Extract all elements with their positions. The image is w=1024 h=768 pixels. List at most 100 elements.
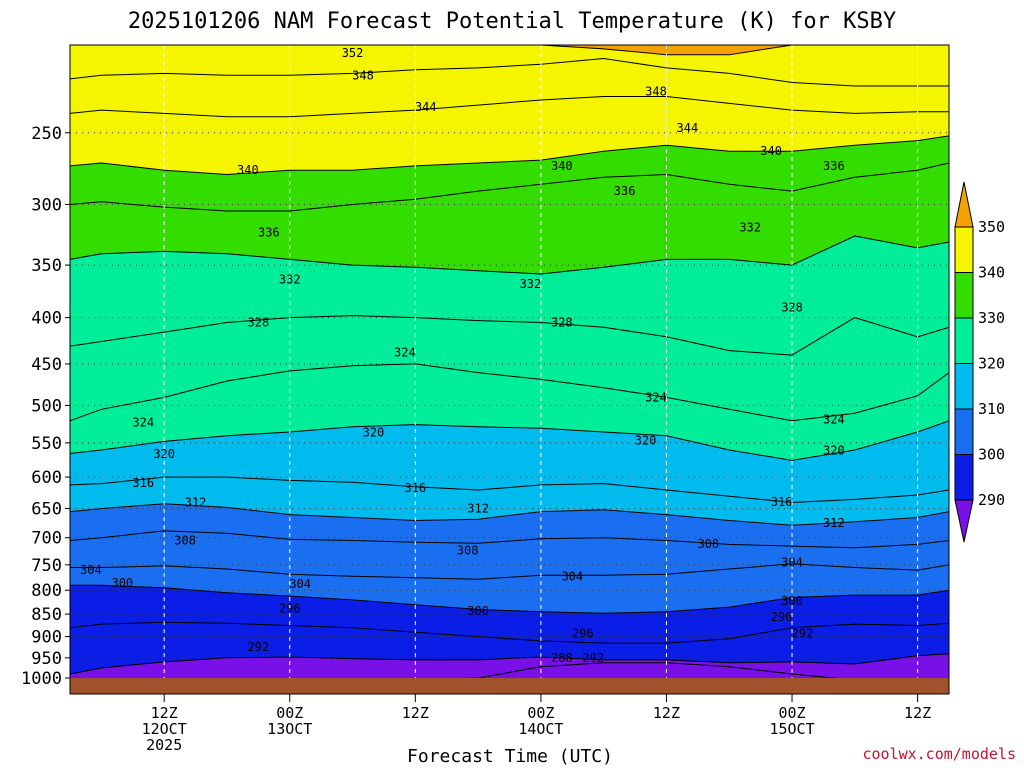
colorbar-label: 300 bbox=[978, 446, 1005, 464]
y-tick-label: 550 bbox=[31, 434, 62, 454]
isentrope-348 bbox=[70, 57, 949, 87]
contour-label-332: 332 bbox=[520, 277, 542, 291]
colorbar-segment-310 bbox=[954, 363, 974, 410]
colorbar-bottom-arrow bbox=[954, 499, 974, 543]
colorbar-label: 340 bbox=[978, 264, 1005, 282]
contour-label-332: 332 bbox=[279, 272, 301, 286]
colorbar-label: 310 bbox=[978, 400, 1005, 418]
x-tick-label: 12Z bbox=[402, 704, 429, 722]
contour-label-336: 336 bbox=[823, 159, 845, 173]
isentrope-344 bbox=[70, 96, 949, 118]
fill-band-340 bbox=[70, 96, 949, 175]
temperature-fill-layer bbox=[70, 45, 949, 678]
contour-label-312: 312 bbox=[823, 516, 845, 530]
contour-label-304: 304 bbox=[781, 556, 803, 570]
x-tick-label: 2025 bbox=[146, 736, 182, 754]
contour-label-308: 308 bbox=[174, 534, 196, 548]
isentrope-332 bbox=[70, 235, 949, 275]
y-tick-label: 700 bbox=[31, 529, 62, 549]
contour-label-324: 324 bbox=[645, 390, 667, 404]
y-tick-label: 800 bbox=[31, 581, 62, 601]
contour-label-292: 292 bbox=[582, 651, 604, 665]
contour-label-340: 340 bbox=[551, 159, 573, 173]
contour-label-300: 300 bbox=[467, 604, 489, 618]
contour-label-324: 324 bbox=[823, 412, 845, 426]
x-tick-label: 00Z bbox=[276, 704, 303, 722]
y-tick-label: 750 bbox=[31, 556, 62, 576]
colorbar-segment-290 bbox=[954, 454, 974, 501]
fill-band-316 bbox=[70, 420, 949, 503]
isentrope-336 bbox=[70, 162, 949, 212]
contour-label-316: 316 bbox=[404, 481, 426, 495]
contour-label-304: 304 bbox=[80, 563, 102, 577]
plot-frame bbox=[69, 44, 950, 695]
contour-label-320: 320 bbox=[635, 434, 657, 448]
contour-label-296: 296 bbox=[279, 601, 301, 615]
contour-label-300: 300 bbox=[111, 576, 133, 590]
colorbar-segment-320 bbox=[954, 317, 974, 364]
isentrope-292 bbox=[70, 653, 949, 675]
colorbar-segment-330 bbox=[954, 272, 974, 319]
colorbar-label: 350 bbox=[978, 218, 1005, 236]
contour-label-332: 332 bbox=[739, 220, 761, 234]
credit-text: coolwx.com/models bbox=[862, 745, 1016, 763]
contour-label-348: 348 bbox=[645, 84, 667, 98]
fill-band-312 bbox=[70, 477, 949, 526]
contour-label-320: 320 bbox=[823, 444, 845, 458]
y-tick-label: 400 bbox=[31, 309, 62, 329]
contour-label-352: 352 bbox=[342, 46, 364, 60]
x-tick-label: 00Z bbox=[527, 704, 554, 722]
contour-label-316: 316 bbox=[771, 495, 793, 509]
colorbar-label: 330 bbox=[978, 309, 1005, 327]
contour-label-316: 316 bbox=[132, 476, 154, 490]
grid-lines bbox=[70, 45, 949, 678]
contour-label-296: 296 bbox=[771, 610, 793, 624]
fill-band-328 bbox=[70, 236, 949, 356]
contour-label-300: 300 bbox=[781, 594, 803, 608]
contour-label-288: 288 bbox=[551, 651, 573, 665]
plot-area: 352 348 348 344 344 340 340 340 336 336 336 332 332 3… bbox=[70, 45, 949, 678]
y-tick-label: 650 bbox=[31, 500, 62, 520]
contour-label-328: 328 bbox=[781, 301, 803, 315]
isentrope-320 bbox=[70, 420, 949, 461]
contour-label-292: 292 bbox=[248, 640, 270, 654]
isentrope-328 bbox=[70, 315, 949, 356]
y-tick-label: 850 bbox=[31, 605, 62, 625]
contour-label-340: 340 bbox=[760, 144, 782, 158]
contour-label-292: 292 bbox=[792, 626, 814, 640]
y-axis: 250 300 350 400 450 500 550 600 650 700 750 800 850 9… bbox=[21, 124, 70, 689]
contour-label-304: 304 bbox=[561, 570, 583, 584]
isentrope-308 bbox=[70, 530, 949, 549]
x-tick-label: 12Z bbox=[653, 704, 680, 722]
contour-label-320: 320 bbox=[153, 447, 175, 461]
y-tick-label: 350 bbox=[31, 256, 62, 276]
contour-label-328: 328 bbox=[248, 316, 270, 330]
colorbar-segment-300 bbox=[954, 408, 974, 455]
contour-label-340: 340 bbox=[237, 163, 259, 177]
y-tick-label: 600 bbox=[31, 468, 62, 488]
isentrope-304 bbox=[70, 563, 949, 580]
contour-label-348: 348 bbox=[352, 68, 374, 82]
y-tick-label: 300 bbox=[31, 195, 62, 215]
contour-label-296: 296 bbox=[572, 626, 594, 640]
contour-label-336: 336 bbox=[614, 184, 636, 198]
contour-label-344: 344 bbox=[415, 100, 437, 114]
ground-bar bbox=[70, 678, 949, 694]
contour-label-344: 344 bbox=[677, 121, 699, 135]
x-tick-label: 12Z bbox=[904, 704, 931, 722]
contour-label-308: 308 bbox=[697, 537, 719, 551]
x-tick-label: 00Z bbox=[778, 704, 805, 722]
x-tick-label: 12Z bbox=[151, 704, 178, 722]
y-tick-label: 450 bbox=[31, 355, 62, 375]
colorbar: 350 340 330 320 310 300 290 bbox=[954, 181, 1005, 543]
contour-label-328: 328 bbox=[551, 316, 573, 330]
y-tick-label: 250 bbox=[31, 124, 62, 144]
y-tick-label: 950 bbox=[31, 649, 62, 669]
colorbar-segment-340 bbox=[954, 226, 974, 273]
y-tick-label: 500 bbox=[31, 396, 62, 416]
isentrope-312 bbox=[70, 503, 949, 526]
x-axis-label: Forecast Time (UTC) bbox=[407, 746, 613, 767]
colorbar-top-arrow bbox=[954, 181, 974, 228]
colorbar-label: 320 bbox=[978, 355, 1005, 373]
